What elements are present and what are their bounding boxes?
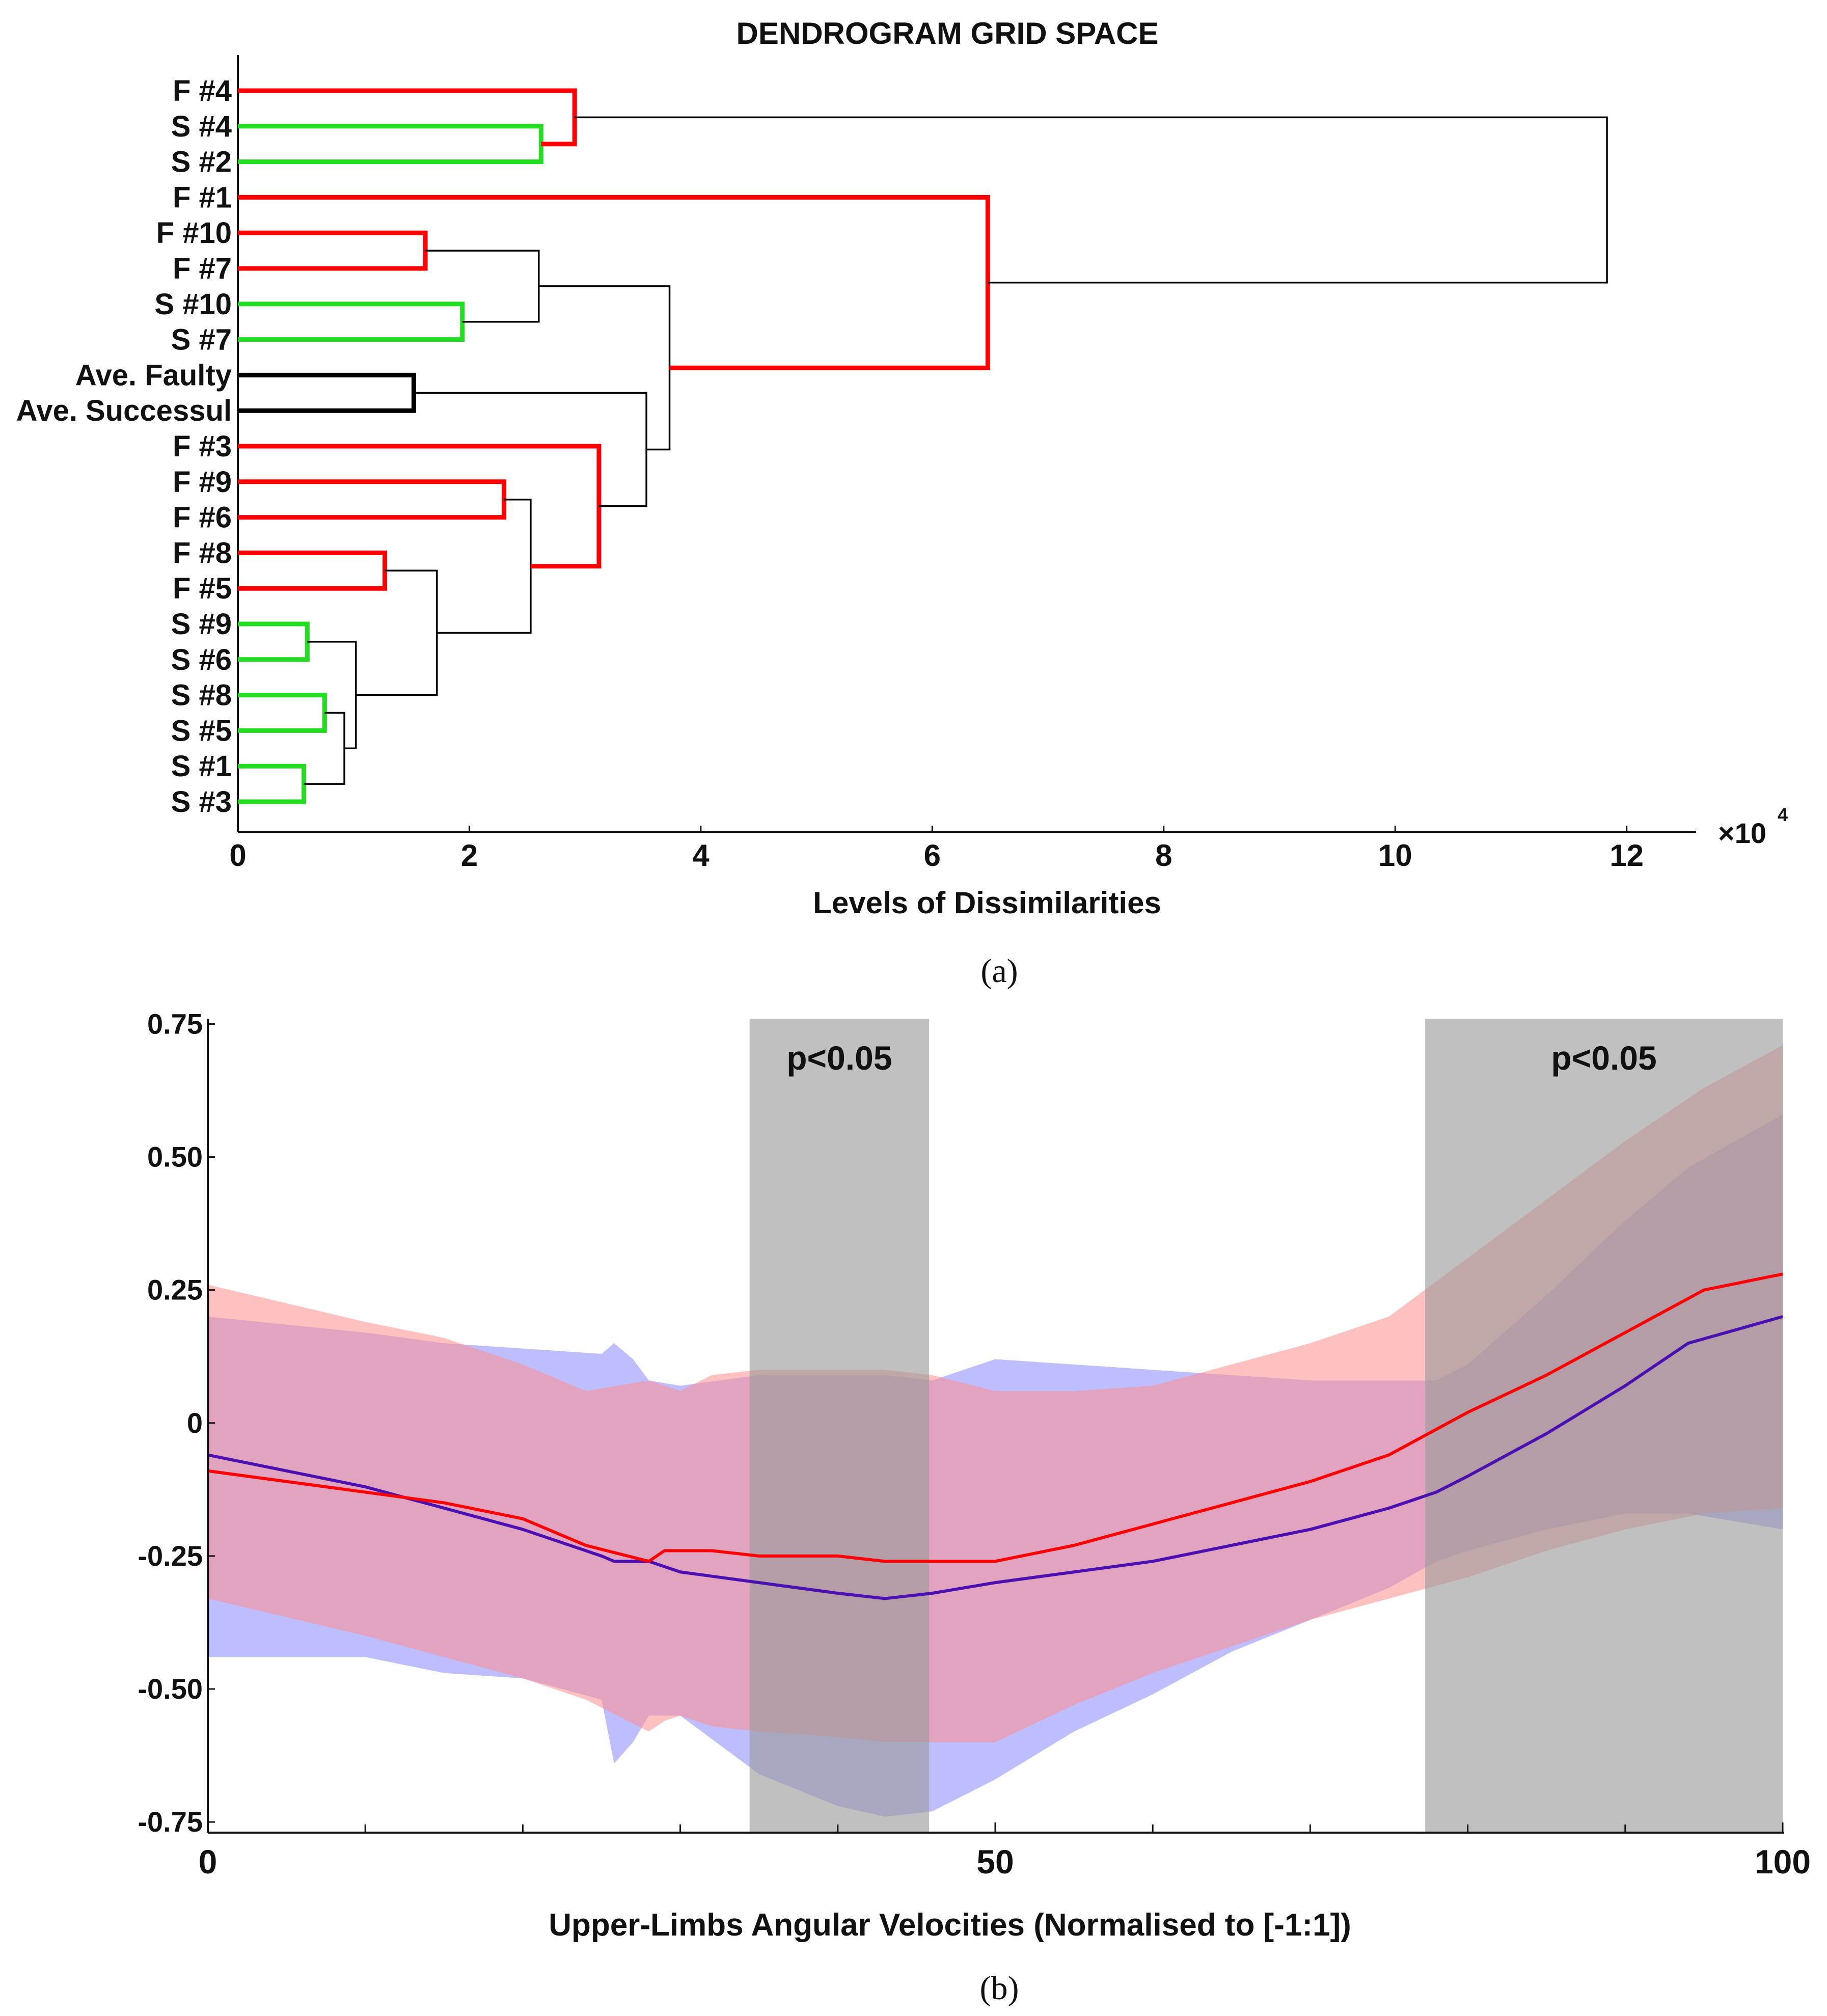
dendrogram-x-multiplier: ×10 <box>1718 817 1766 849</box>
dendrogram-link <box>238 124 543 165</box>
dendrogram-x-label: Levels of Dissimilarities <box>813 886 1161 920</box>
leaf-label: F #6 <box>173 501 232 534</box>
dendrogram-title: DENDROGRAM GRID SPACE <box>737 16 1159 50</box>
dendrogram-x-tick-label: 4 <box>692 838 710 873</box>
leaf-label: S #4 <box>171 110 232 143</box>
dendrogram-link <box>425 250 540 323</box>
velocity-y-tick-label: -0.75 <box>138 1806 203 1838</box>
leaf-label: F #9 <box>173 466 232 499</box>
dendrogram-link <box>238 302 465 342</box>
dendrogram-x-tick-label: 8 <box>1155 838 1172 873</box>
dendrogram-link <box>238 230 428 271</box>
dendrogram-x-tick-label: 6 <box>924 838 941 873</box>
leaf-label: S #8 <box>171 679 232 712</box>
panel-a-caption: (a) <box>980 952 1018 990</box>
dendrogram-x-tick-label: 12 <box>1610 838 1644 873</box>
leaf-label: F #1 <box>173 181 232 214</box>
velocity-x-label: Upper-Limbs Angular Velocities (Normalis… <box>549 1908 1351 1943</box>
dendrogram-link <box>414 392 647 507</box>
significance-label: p<0.05 <box>786 1039 892 1077</box>
velocity-x-tick-label: 100 <box>1755 1843 1811 1881</box>
dendrogram-link <box>238 479 507 520</box>
velocity-x-tick-label: 0 <box>199 1843 217 1881</box>
dendrogram-link <box>238 88 577 147</box>
leaf-label: S #10 <box>154 288 232 321</box>
velocity-y-tick-label: -0.50 <box>138 1673 203 1705</box>
faulty-mean-line <box>207 1272 1783 1563</box>
dendrogram-panel: DENDROGRAM GRID SPACE F #4S #4S #2F #1F … <box>16 16 1788 990</box>
dendrogram-link <box>575 116 1608 284</box>
velocity-y-tick-label: 0 <box>187 1407 203 1439</box>
velocity-y-ticks: 0.75 0.50 0.25 0 -0.25 -0.50 -0.75 <box>138 1007 215 1838</box>
significance-region <box>749 1019 930 1833</box>
significance-label: p<0.05 <box>1551 1039 1656 1077</box>
velocity-mean-lines <box>207 1272 1783 1600</box>
significance-region <box>1425 1019 1783 1833</box>
dendrogram-link <box>238 693 327 733</box>
leaf-label: S #2 <box>171 146 232 179</box>
successful-mean-line <box>207 1315 1783 1600</box>
significance-regions <box>749 1019 1783 1833</box>
dendrogram-x-tick-label: 10 <box>1378 838 1412 873</box>
faulty-band <box>208 1045 1783 1742</box>
dendrogram-link <box>238 764 307 804</box>
dendrogram-link <box>238 550 388 591</box>
velocity-panel: 0.75 0.50 0.25 0 -0.25 -0.50 -0.75 0 50 100 p<0.… <box>138 1007 1811 2007</box>
dendrogram-link <box>238 444 602 569</box>
leaf-label: Ave. Successul <box>16 394 232 427</box>
velocity-y-tick-label: 0.25 <box>147 1274 203 1306</box>
leaf-label: S #7 <box>171 323 232 357</box>
dendrogram-x-tick-label: 0 <box>229 838 246 873</box>
leaf-label: S #5 <box>171 714 232 747</box>
velocity-y-tick-label: -0.25 <box>138 1540 203 1572</box>
dendrogram-link <box>238 621 310 662</box>
significance-labels: p<0.05 p<0.05 <box>786 1039 1656 1077</box>
leaf-label: F #5 <box>173 572 232 605</box>
dendrogram-links <box>238 88 1608 804</box>
velocity-y-tick-label: 0.75 <box>147 1007 203 1040</box>
velocity-bands <box>208 1045 1783 1817</box>
dendrogram-x-tick-label: 2 <box>461 838 478 873</box>
leaf-label: F #7 <box>173 252 232 285</box>
leaf-label: S #3 <box>171 785 232 819</box>
leaf-label: S #9 <box>171 608 232 641</box>
leaf-label: F #3 <box>173 430 232 463</box>
panel-b-caption: (b) <box>980 1970 1019 2007</box>
leaf-label: F #4 <box>173 74 232 107</box>
leaf-label: S #1 <box>171 750 232 783</box>
leaf-label: F #8 <box>173 536 232 569</box>
dendrogram-x-ticks: 0 2 4 6 8 10 12 <box>229 826 1644 873</box>
dendrogram-x-multiplier-exponent: 4 <box>1778 804 1788 825</box>
leaf-label: S #6 <box>171 643 232 676</box>
dendrogram-link <box>238 195 990 370</box>
velocity-y-tick-label: 0.50 <box>147 1141 203 1173</box>
dendrogram-link <box>538 285 671 451</box>
dendrogram-link <box>238 372 416 413</box>
velocity-x-tick-label: 50 <box>976 1843 1014 1881</box>
leaf-label: F #10 <box>156 216 232 250</box>
leaf-label: Ave. Faulty <box>75 359 232 392</box>
velocity-x-ticks: 0 50 100 <box>199 1822 1811 1881</box>
